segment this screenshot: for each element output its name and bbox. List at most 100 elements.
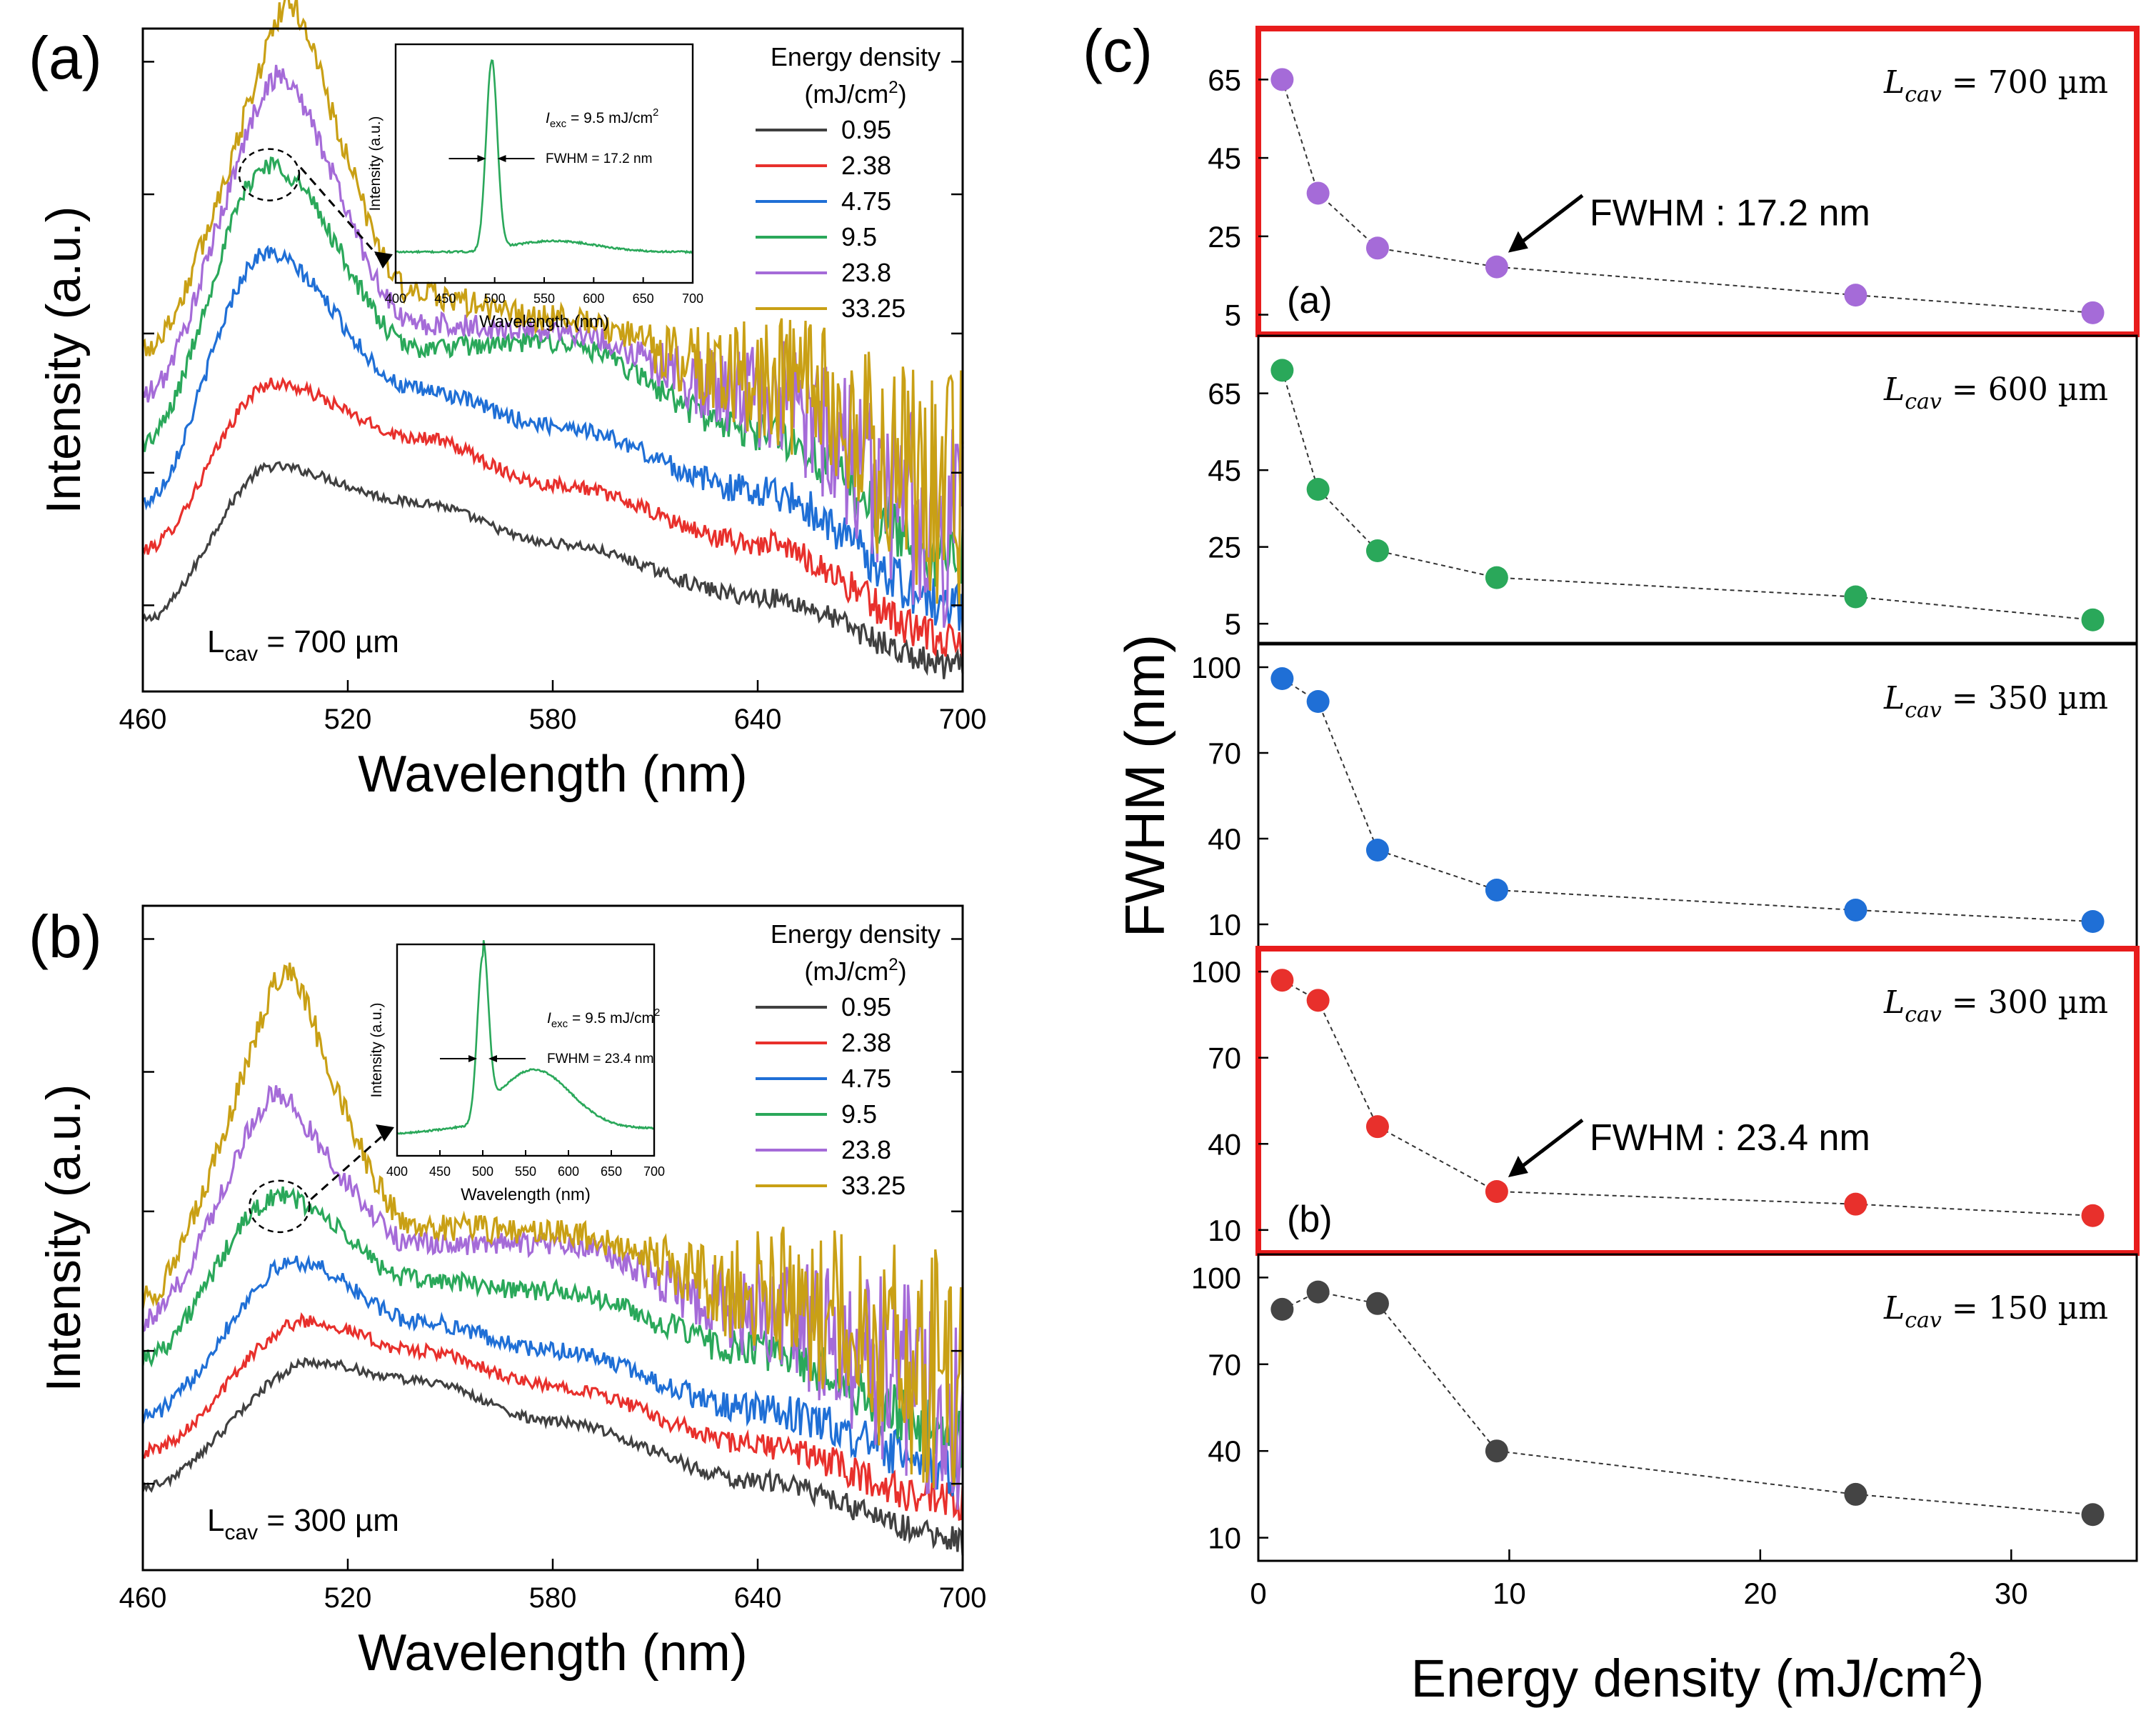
- inset-x-axis-label: Wavelength (nm): [479, 312, 609, 331]
- inset-x-tick-label: 700: [682, 291, 703, 306]
- cavity-length-label: Lcav = 150 µm: [1883, 1290, 2108, 1333]
- y-tick-label: 10: [1208, 1214, 1241, 1247]
- x-tick-label: 700: [939, 704, 987, 735]
- fwhm-point-350-2: [1365, 839, 1389, 861]
- legend-label-9.5: 9.5: [841, 222, 877, 251]
- series-line-2.38: [142, 1312, 964, 1522]
- series-line-0.95: [141, 1357, 964, 1556]
- inset-x-tick-label: 550: [515, 1164, 536, 1179]
- series-line-0.95: [141, 461, 964, 679]
- fwhm-callout-label: FWHM : 17.2 nm: [1590, 193, 1870, 234]
- subplot-frame: [1257, 334, 2138, 644]
- y-tick-label: 70: [1208, 1348, 1241, 1382]
- series-line-9.5: [141, 1186, 964, 1468]
- fwhm-point-150-0: [1270, 1297, 1294, 1321]
- fwhm-subplot-700: 5 25 45 65 Lcav = 700 µm (a) FWHM : 17.2 nm: [1208, 26, 2140, 337]
- inset-x-tick-label: 450: [429, 1164, 451, 1179]
- y-axis-label: FWHM (nm): [1113, 634, 1176, 938]
- fwhm-point-150-1: [1306, 1280, 1330, 1304]
- x-tick-label: 0: [1250, 1577, 1266, 1610]
- cavity-length-label: Lcav = 700 µm: [1883, 64, 2108, 107]
- y-tick-label: 100: [1191, 955, 1241, 989]
- callout-arrowhead: [376, 1124, 394, 1142]
- subplot-frame: [1257, 1253, 2138, 1562]
- fwhm-point-350-0: [1270, 667, 1294, 690]
- y-tick-label: 5: [1225, 299, 1241, 332]
- series-line-9.5: [141, 156, 964, 587]
- legend-label-2.38: 2.38: [841, 151, 891, 180]
- y-tick-label: 45: [1208, 141, 1241, 175]
- fwhm-subplot-300: 10 40 70 100 Lcav = 300 µm (b) FWHM : 23.4 nm: [1191, 946, 2140, 1256]
- inset-x-tick-label: 550: [533, 291, 555, 306]
- fwhm-point-700-5: [2081, 301, 2105, 324]
- y-tick-label: 100: [1191, 1261, 1241, 1294]
- x-tick-label: 460: [119, 1582, 167, 1614]
- fwhm-point-700-0: [1270, 68, 1294, 91]
- inset-y-axis-label: Intensity (a.u.): [368, 1002, 385, 1097]
- inset-x-tick-label: 450: [434, 291, 456, 306]
- fwhm-subplot-150: 10 40 70 100 Lcav = 150 µm: [1191, 1253, 2138, 1562]
- fwhm-point-700-2: [1365, 236, 1389, 260]
- y-axis-label: Intensity (a.u.): [36, 1084, 91, 1392]
- fwhm-point-300-5: [2081, 1204, 2105, 1227]
- legend-title: Energy density: [771, 42, 941, 71]
- y-tick-label: 100: [1191, 651, 1241, 684]
- x-tick-label: 640: [734, 1582, 782, 1614]
- fwhm-arrowhead-left: [468, 1055, 477, 1062]
- inset-x-tick-label: 650: [633, 291, 654, 306]
- callout-dashed-arrow: [310, 1133, 385, 1200]
- inset-excitation-label: Iexc = 9.5 mJ/cm2: [546, 106, 658, 130]
- fwhm-point-700-4: [1844, 284, 1867, 307]
- y-tick-label: 5: [1225, 607, 1241, 641]
- cavity-length-annotation: Lcav = 300 µm: [207, 1503, 399, 1544]
- inset-fwhm-label: FWHM = 17.2 nm: [546, 151, 652, 166]
- fwhm-point-300-3: [1485, 1179, 1508, 1203]
- fwhm-subplot-350: 10 40 70 100 Lcav = 350 µm: [1191, 643, 2138, 949]
- callout-dashed-arrow: [299, 166, 384, 262]
- fwhm-point-600-3: [1485, 566, 1508, 589]
- fwhm-point-350-3: [1485, 879, 1508, 902]
- x-tick-label: 580: [529, 704, 577, 735]
- y-tick-label: 65: [1208, 63, 1241, 96]
- highlight-circle: [249, 1179, 311, 1234]
- fwhm-callout-arrow: [1514, 194, 1584, 249]
- y-tick-label: 65: [1208, 377, 1241, 411]
- inset-x-tick-label: 650: [601, 1164, 622, 1179]
- inset-x-tick-label: 700: [643, 1164, 665, 1179]
- series-line-33.25: [141, 0, 964, 606]
- inset-y-axis-label: Intensity (a.u.): [367, 116, 383, 211]
- fwhm-callout-label: FWHM : 23.4 nm: [1590, 1117, 1870, 1159]
- y-tick-label: 45: [1208, 454, 1241, 487]
- x-tick-label: 30: [1995, 1577, 2028, 1610]
- legend-label-33.25: 33.25: [841, 294, 906, 323]
- inset-x-tick-label: 500: [484, 291, 506, 306]
- fwhm-point-350-1: [1306, 690, 1330, 713]
- inset-excitation-label: Iexc = 9.5 mJ/cm2: [547, 1007, 660, 1030]
- panel-a: 460 520 580 640 700 Wavelength (nm) Intensity …: [36, 0, 986, 803]
- fwhm-point-600-0: [1270, 359, 1294, 382]
- fwhm-point-600-5: [2081, 608, 2105, 631]
- inset-x-tick-label: 400: [386, 1164, 408, 1179]
- x-tick-label: 580: [529, 1582, 577, 1614]
- fwhm-point-350-4: [1844, 899, 1867, 922]
- fwhm-subplot-600: 5 25 45 65 Lcav = 600 µm: [1208, 334, 2138, 644]
- cavity-length-label: Lcav = 600 µm: [1883, 371, 2108, 414]
- fwhm-trend-line-700: [1281, 79, 2093, 314]
- x-axis-label: Energy density (mJ/cm2): [1411, 1645, 1985, 1708]
- inset-spectrum-line: [395, 59, 694, 254]
- fwhm-point-300-0: [1270, 969, 1294, 992]
- fwhm-arrowhead-right: [488, 1055, 497, 1062]
- panel-b: 460 520 580 640 700 Wavelength (nm) Intensity …: [36, 904, 986, 1682]
- fwhm-point-700-3: [1485, 255, 1508, 279]
- legend-label-9.5: 9.5: [841, 1099, 877, 1129]
- fwhm-point-700-1: [1306, 181, 1330, 205]
- legend-label-2.38: 2.38: [841, 1028, 891, 1057]
- legend-label-33.25: 33.25: [841, 1171, 906, 1200]
- fwhm-callout-arrow: [1514, 1119, 1584, 1173]
- legend-label-23.8: 23.8: [841, 1135, 891, 1164]
- x-tick-label: 640: [734, 704, 782, 735]
- fwhm-point-600-1: [1306, 478, 1330, 501]
- panel-c: 5 25 45 65 Lcav = 700 µm (a) FWHM : 17.2 nm 5 25…: [1113, 26, 2140, 1708]
- legend-title-unit: (mJ/cm2): [804, 955, 906, 986]
